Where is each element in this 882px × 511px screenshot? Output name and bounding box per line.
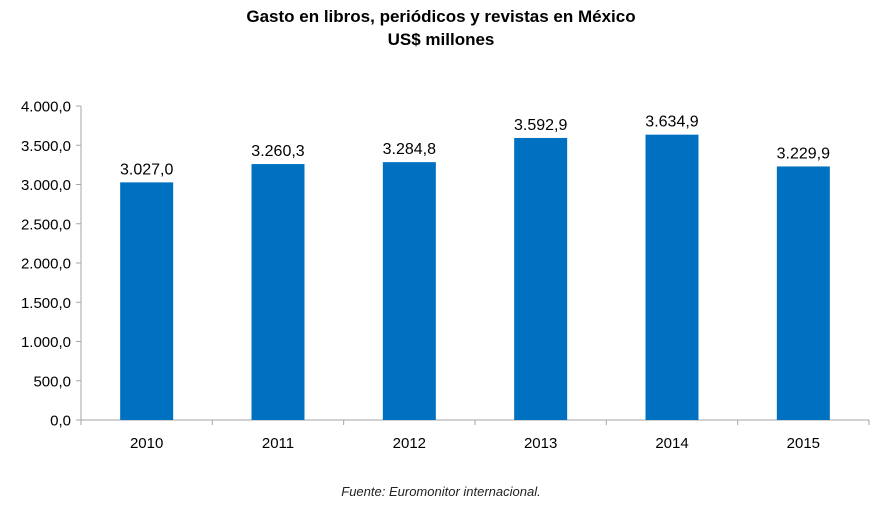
bar — [120, 182, 174, 420]
x-tick-label: 2011 — [262, 435, 294, 452]
y-tick-label: 0,0 — [50, 413, 71, 430]
data-label: 3.229,9 — [777, 145, 830, 162]
y-tick-label: 2.000,0 — [21, 256, 71, 273]
source-note: Fuente: Euromonitor internacional. — [341, 484, 541, 499]
data-label: 3.027,0 — [120, 161, 173, 178]
bar — [382, 162, 436, 421]
x-tick-label: 2014 — [655, 435, 688, 452]
chart-subtitle: US$ millones — [387, 30, 495, 49]
y-tick-label: 1.000,0 — [21, 334, 71, 351]
chart-title: Gasto en libros, periódicos y revistas e… — [246, 7, 636, 26]
x-tick-label: 2012 — [393, 435, 426, 452]
y-tick-label: 3.500,0 — [21, 138, 71, 155]
bar — [251, 164, 305, 420]
bar — [776, 166, 830, 420]
x-tick-label: 2015 — [787, 435, 820, 452]
y-tick-label: 4.000,0 — [21, 99, 71, 116]
y-tick-label: 500,0 — [33, 373, 71, 390]
bar-chart: 0,0 500,0 1.000,0 1.500,0 2.000,0 2.500,0 3.00… — [21, 99, 870, 452]
x-tick-label: 2010 — [130, 435, 163, 452]
y-tick-label: 1.500,0 — [21, 295, 71, 312]
bar — [645, 134, 699, 421]
data-label: 3.592,9 — [514, 117, 567, 134]
data-label: 3.284,8 — [383, 141, 436, 158]
data-label: 3.634,9 — [645, 114, 698, 131]
data-label: 3.260,3 — [251, 143, 304, 160]
bar — [514, 137, 568, 421]
y-tick-label: 2.500,0 — [21, 216, 71, 233]
y-tick-label: 3.000,0 — [21, 177, 71, 194]
x-tick-label: 2013 — [524, 435, 557, 452]
